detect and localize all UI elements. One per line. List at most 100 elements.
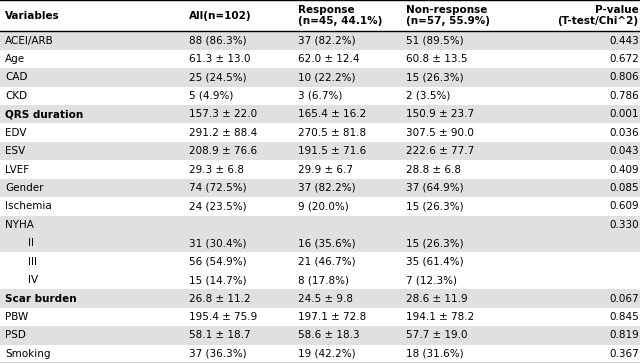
Text: 51 (89.5%): 51 (89.5%) [406,36,464,45]
Bar [0,0,640,31]
Text: 0.845: 0.845 [609,312,639,322]
Bar [0,216,640,234]
Bar [0,179,640,197]
Text: III: III [28,257,36,267]
Text: 195.4 ± 75.9: 195.4 ± 75.9 [189,312,257,322]
Text: 0.806: 0.806 [609,72,639,82]
Bar [0,308,640,326]
Text: QRS duration: QRS duration [5,109,83,119]
Text: 15 (26.3%): 15 (26.3%) [406,72,464,82]
Text: 0.036: 0.036 [609,128,639,138]
Text: 37 (82.2%): 37 (82.2%) [298,183,355,193]
Text: 15 (26.3%): 15 (26.3%) [406,238,464,248]
Text: 24.5 ± 9.8: 24.5 ± 9.8 [298,294,353,303]
Text: 3 (6.7%): 3 (6.7%) [298,91,342,101]
Text: 291.2 ± 88.4: 291.2 ± 88.4 [189,128,257,138]
Bar [0,160,640,179]
Text: PBW: PBW [5,312,28,322]
Text: CKD: CKD [5,91,28,101]
Text: 307.5 ± 90.0: 307.5 ± 90.0 [406,128,474,138]
Text: 0.672: 0.672 [609,54,639,64]
Text: EDV: EDV [5,128,27,138]
Text: Smoking: Smoking [5,349,51,359]
Bar [0,252,640,271]
Text: 7 (12.3%): 7 (12.3%) [406,275,458,285]
Text: 0.609: 0.609 [609,201,639,211]
Text: 0.409: 0.409 [609,164,639,175]
Text: 19 (42.2%): 19 (42.2%) [298,349,355,359]
Text: 0.085: 0.085 [609,183,639,193]
Bar [0,50,640,68]
Text: 37 (64.9%): 37 (64.9%) [406,183,464,193]
Text: IV: IV [28,275,38,285]
Text: Variables: Variables [5,11,60,21]
Bar [0,105,640,123]
Text: 157.3 ± 22.0: 157.3 ± 22.0 [189,109,257,119]
Text: 58.6 ± 18.3: 58.6 ± 18.3 [298,330,359,340]
Bar [0,197,640,216]
Text: 0.786: 0.786 [609,91,639,101]
Text: 0.367: 0.367 [609,349,639,359]
Text: 62.0 ± 12.4: 62.0 ± 12.4 [298,54,359,64]
Text: 150.9 ± 23.7: 150.9 ± 23.7 [406,109,474,119]
Text: Ischemia: Ischemia [5,201,52,211]
Text: 0.443: 0.443 [609,36,639,45]
Text: 8 (17.8%): 8 (17.8%) [298,275,349,285]
Text: 26.8 ± 11.2: 26.8 ± 11.2 [189,294,250,303]
Text: LVEF: LVEF [5,164,29,175]
Text: 208.9 ± 76.6: 208.9 ± 76.6 [189,146,257,156]
Text: Non-response
(n=57, 55.9%): Non-response (n=57, 55.9%) [406,5,490,26]
Text: 16 (35.6%): 16 (35.6%) [298,238,355,248]
Text: 58.1 ± 18.7: 58.1 ± 18.7 [189,330,250,340]
Text: Scar burden: Scar burden [5,294,77,303]
Bar [0,142,640,160]
Text: 18 (31.6%): 18 (31.6%) [406,349,464,359]
Text: 194.1 ± 78.2: 194.1 ± 78.2 [406,312,475,322]
Bar [0,234,640,252]
Bar [0,326,640,344]
Text: 0.001: 0.001 [609,109,639,119]
Bar [0,31,640,50]
Text: Response
(n=45, 44.1%): Response (n=45, 44.1%) [298,5,382,26]
Text: P-value
(T-test/Chi^2): P-value (T-test/Chi^2) [557,5,639,26]
Text: 88 (86.3%): 88 (86.3%) [189,36,246,45]
Bar [0,344,640,363]
Text: 5 (4.9%): 5 (4.9%) [189,91,233,101]
Text: 15 (26.3%): 15 (26.3%) [406,201,464,211]
Text: 21 (46.7%): 21 (46.7%) [298,257,355,267]
Bar [0,87,640,105]
Text: 74 (72.5%): 74 (72.5%) [189,183,246,193]
Text: II: II [28,238,33,248]
Text: 60.8 ± 13.5: 60.8 ± 13.5 [406,54,468,64]
Bar [0,123,640,142]
Text: 2 (3.5%): 2 (3.5%) [406,91,451,101]
Text: All(n=102): All(n=102) [189,11,252,21]
Text: NYHA: NYHA [5,220,34,230]
Text: 29.3 ± 6.8: 29.3 ± 6.8 [189,164,244,175]
Text: 270.5 ± 81.8: 270.5 ± 81.8 [298,128,365,138]
Text: 57.7 ± 19.0: 57.7 ± 19.0 [406,330,468,340]
Bar [0,68,640,87]
Text: 37 (82.2%): 37 (82.2%) [298,36,355,45]
Text: 31 (30.4%): 31 (30.4%) [189,238,246,248]
Text: Age: Age [5,54,25,64]
Text: 37 (36.3%): 37 (36.3%) [189,349,246,359]
Text: 191.5 ± 71.6: 191.5 ± 71.6 [298,146,366,156]
Text: ESV: ESV [5,146,26,156]
Text: CAD: CAD [5,72,28,82]
Text: 197.1 ± 72.8: 197.1 ± 72.8 [298,312,366,322]
Text: 28.6 ± 11.9: 28.6 ± 11.9 [406,294,468,303]
Text: 165.4 ± 16.2: 165.4 ± 16.2 [298,109,366,119]
Bar [0,271,640,289]
Text: 9 (20.0%): 9 (20.0%) [298,201,348,211]
Text: 25 (24.5%): 25 (24.5%) [189,72,246,82]
Text: 0.067: 0.067 [609,294,639,303]
Text: 15 (14.7%): 15 (14.7%) [189,275,246,285]
Text: PSD: PSD [5,330,26,340]
Text: 56 (54.9%): 56 (54.9%) [189,257,246,267]
Text: 0.043: 0.043 [609,146,639,156]
Bar [0,289,640,308]
Text: 35 (61.4%): 35 (61.4%) [406,257,464,267]
Text: ACEI/ARB: ACEI/ARB [5,36,54,45]
Text: 28.8 ± 6.8: 28.8 ± 6.8 [406,164,461,175]
